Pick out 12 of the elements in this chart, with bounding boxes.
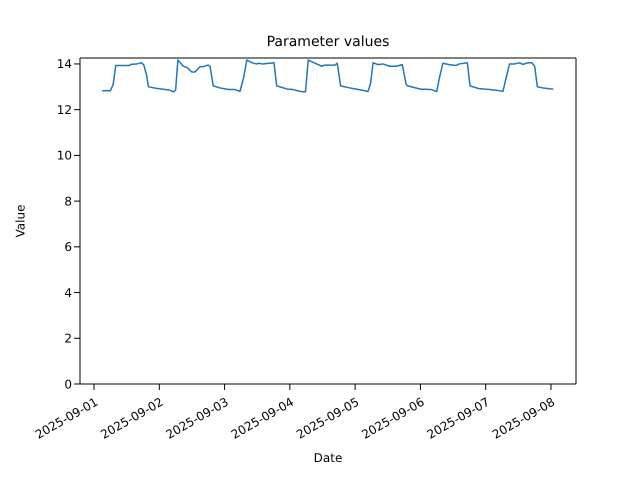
y-tick-label: 2 <box>64 332 72 346</box>
chart-title: Parameter values <box>266 34 390 50</box>
line-series <box>101 59 554 93</box>
y-axis-title: Value <box>13 204 28 238</box>
y-tick-label: 10 <box>56 148 72 163</box>
y-tick-label: 14 <box>56 57 72 72</box>
y-tick-label: 8 <box>64 194 72 208</box>
x-axis-title: Date <box>314 451 342 465</box>
y-tick-label: 12 <box>56 102 72 117</box>
y-tick-label: 4 <box>64 286 72 300</box>
y-tick-label: 6 <box>64 240 72 254</box>
y-tick-label: 0 <box>64 377 72 392</box>
